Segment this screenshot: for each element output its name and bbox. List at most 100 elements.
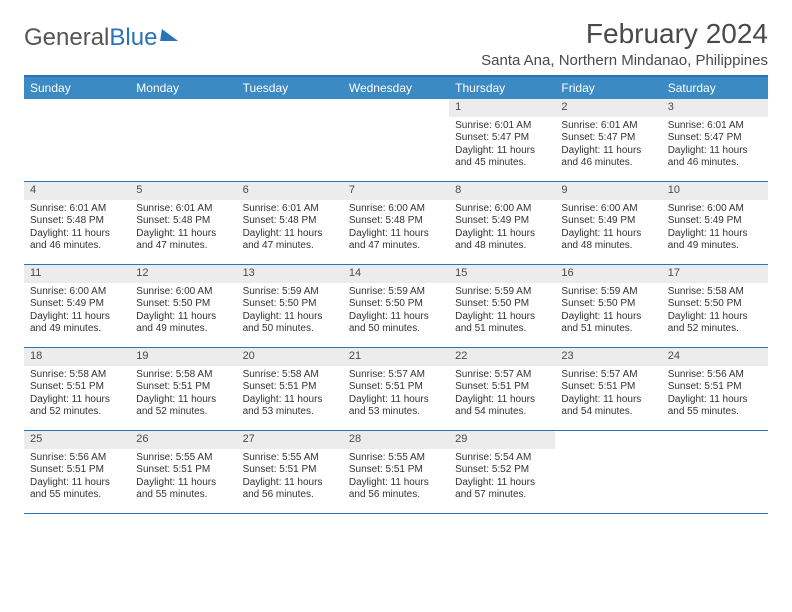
day-number: 28 bbox=[343, 431, 449, 449]
sunrise-text: Sunrise: 5:56 AM bbox=[30, 452, 124, 465]
sunset-text: Sunset: 5:47 PM bbox=[561, 132, 655, 145]
day-cell: 9Sunrise: 6:00 AMSunset: 5:49 PMDaylight… bbox=[555, 182, 661, 264]
week-row: 11Sunrise: 6:00 AMSunset: 5:49 PMDayligh… bbox=[24, 265, 768, 348]
calendar: Sunday Monday Tuesday Wednesday Thursday… bbox=[24, 75, 768, 514]
day-body: Sunrise: 5:58 AMSunset: 5:51 PMDaylight:… bbox=[130, 366, 236, 425]
day-body: Sunrise: 5:59 AMSunset: 5:50 PMDaylight:… bbox=[449, 283, 555, 342]
week-row: 25Sunrise: 5:56 AMSunset: 5:51 PMDayligh… bbox=[24, 431, 768, 514]
day-number: 4 bbox=[24, 182, 130, 200]
day-body: Sunrise: 5:59 AMSunset: 5:50 PMDaylight:… bbox=[237, 283, 343, 342]
day-number: 25 bbox=[24, 431, 130, 449]
day-header: Saturday bbox=[662, 77, 768, 99]
day-number: 2 bbox=[555, 99, 661, 117]
day-body: Sunrise: 6:00 AMSunset: 5:48 PMDaylight:… bbox=[343, 200, 449, 259]
daylight-text: Daylight: 11 hours and 52 minutes. bbox=[668, 311, 762, 336]
daylight-text: Daylight: 11 hours and 46 minutes. bbox=[30, 228, 124, 253]
sunset-text: Sunset: 5:51 PM bbox=[30, 464, 124, 477]
day-body: Sunrise: 5:55 AMSunset: 5:51 PMDaylight:… bbox=[237, 449, 343, 508]
day-number: 17 bbox=[662, 265, 768, 283]
sunset-text: Sunset: 5:50 PM bbox=[668, 298, 762, 311]
day-number: 19 bbox=[130, 348, 236, 366]
sunrise-text: Sunrise: 6:00 AM bbox=[136, 286, 230, 299]
day-number: 8 bbox=[449, 182, 555, 200]
day-cell: 7Sunrise: 6:00 AMSunset: 5:48 PMDaylight… bbox=[343, 182, 449, 264]
day-number: 14 bbox=[343, 265, 449, 283]
sunset-text: Sunset: 5:51 PM bbox=[136, 381, 230, 394]
logo: GeneralBlue bbox=[24, 24, 179, 52]
daylight-text: Daylight: 11 hours and 49 minutes. bbox=[668, 228, 762, 253]
day-number: 21 bbox=[343, 348, 449, 366]
sunrise-text: Sunrise: 5:56 AM bbox=[668, 369, 762, 382]
day-cell bbox=[555, 431, 661, 513]
sunrise-text: Sunrise: 5:57 AM bbox=[455, 369, 549, 382]
sunrise-text: Sunrise: 6:00 AM bbox=[349, 203, 443, 216]
day-number: 6 bbox=[237, 182, 343, 200]
day-header: Tuesday bbox=[237, 77, 343, 99]
location-subtitle: Santa Ana, Northern Mindanao, Philippine… bbox=[481, 52, 768, 69]
day-cell: 3Sunrise: 6:01 AMSunset: 5:47 PMDaylight… bbox=[662, 99, 768, 181]
day-cell bbox=[343, 99, 449, 181]
week-row: 18Sunrise: 5:58 AMSunset: 5:51 PMDayligh… bbox=[24, 348, 768, 431]
day-number: 11 bbox=[24, 265, 130, 283]
day-number: 26 bbox=[130, 431, 236, 449]
day-cell: 23Sunrise: 5:57 AMSunset: 5:51 PMDayligh… bbox=[555, 348, 661, 430]
day-cell: 1Sunrise: 6:01 AMSunset: 5:47 PMDaylight… bbox=[449, 99, 555, 181]
sunrise-text: Sunrise: 5:55 AM bbox=[243, 452, 337, 465]
day-cell: 18Sunrise: 5:58 AMSunset: 5:51 PMDayligh… bbox=[24, 348, 130, 430]
day-cell: 19Sunrise: 5:58 AMSunset: 5:51 PMDayligh… bbox=[130, 348, 236, 430]
day-body: Sunrise: 5:55 AMSunset: 5:51 PMDaylight:… bbox=[130, 449, 236, 508]
sunset-text: Sunset: 5:48 PM bbox=[243, 215, 337, 228]
day-number: 5 bbox=[130, 182, 236, 200]
sunset-text: Sunset: 5:51 PM bbox=[243, 464, 337, 477]
header: GeneralBlue February 2024 Santa Ana, Nor… bbox=[24, 18, 768, 69]
weeks-container: 1Sunrise: 6:01 AMSunset: 5:47 PMDaylight… bbox=[24, 99, 768, 514]
daylight-text: Daylight: 11 hours and 45 minutes. bbox=[455, 145, 549, 170]
daylight-text: Daylight: 11 hours and 48 minutes. bbox=[455, 228, 549, 253]
sunset-text: Sunset: 5:48 PM bbox=[136, 215, 230, 228]
sunrise-text: Sunrise: 6:00 AM bbox=[668, 203, 762, 216]
day-cell: 26Sunrise: 5:55 AMSunset: 5:51 PMDayligh… bbox=[130, 431, 236, 513]
daylight-text: Daylight: 11 hours and 51 minutes. bbox=[561, 311, 655, 336]
sunset-text: Sunset: 5:50 PM bbox=[243, 298, 337, 311]
day-number: 22 bbox=[449, 348, 555, 366]
day-cell: 14Sunrise: 5:59 AMSunset: 5:50 PMDayligh… bbox=[343, 265, 449, 347]
sunrise-text: Sunrise: 6:01 AM bbox=[455, 120, 549, 133]
day-body: Sunrise: 5:57 AMSunset: 5:51 PMDaylight:… bbox=[449, 366, 555, 425]
day-cell: 28Sunrise: 5:55 AMSunset: 5:51 PMDayligh… bbox=[343, 431, 449, 513]
day-number: 10 bbox=[662, 182, 768, 200]
day-body: Sunrise: 6:01 AMSunset: 5:47 PMDaylight:… bbox=[449, 117, 555, 176]
day-cell: 25Sunrise: 5:56 AMSunset: 5:51 PMDayligh… bbox=[24, 431, 130, 513]
daylight-text: Daylight: 11 hours and 49 minutes. bbox=[136, 311, 230, 336]
sunset-text: Sunset: 5:47 PM bbox=[455, 132, 549, 145]
day-body: Sunrise: 5:56 AMSunset: 5:51 PMDaylight:… bbox=[662, 366, 768, 425]
sunset-text: Sunset: 5:47 PM bbox=[668, 132, 762, 145]
daylight-text: Daylight: 11 hours and 54 minutes. bbox=[455, 394, 549, 419]
sunrise-text: Sunrise: 5:57 AM bbox=[561, 369, 655, 382]
daylight-text: Daylight: 11 hours and 55 minutes. bbox=[136, 477, 230, 502]
day-cell: 15Sunrise: 5:59 AMSunset: 5:50 PMDayligh… bbox=[449, 265, 555, 347]
sunrise-text: Sunrise: 5:57 AM bbox=[349, 369, 443, 382]
day-body: Sunrise: 5:58 AMSunset: 5:51 PMDaylight:… bbox=[24, 366, 130, 425]
daylight-text: Daylight: 11 hours and 47 minutes. bbox=[243, 228, 337, 253]
sunset-text: Sunset: 5:51 PM bbox=[561, 381, 655, 394]
day-cell: 21Sunrise: 5:57 AMSunset: 5:51 PMDayligh… bbox=[343, 348, 449, 430]
day-number: 15 bbox=[449, 265, 555, 283]
sunset-text: Sunset: 5:49 PM bbox=[455, 215, 549, 228]
sunset-text: Sunset: 5:49 PM bbox=[561, 215, 655, 228]
day-cell: 27Sunrise: 5:55 AMSunset: 5:51 PMDayligh… bbox=[237, 431, 343, 513]
day-body: Sunrise: 5:59 AMSunset: 5:50 PMDaylight:… bbox=[555, 283, 661, 342]
day-number: 3 bbox=[662, 99, 768, 117]
sunset-text: Sunset: 5:51 PM bbox=[668, 381, 762, 394]
sunset-text: Sunset: 5:48 PM bbox=[349, 215, 443, 228]
daylight-text: Daylight: 11 hours and 56 minutes. bbox=[243, 477, 337, 502]
sunrise-text: Sunrise: 5:59 AM bbox=[455, 286, 549, 299]
day-cell bbox=[662, 431, 768, 513]
sunset-text: Sunset: 5:48 PM bbox=[30, 215, 124, 228]
daylight-text: Daylight: 11 hours and 52 minutes. bbox=[30, 394, 124, 419]
sunset-text: Sunset: 5:50 PM bbox=[136, 298, 230, 311]
day-number: 12 bbox=[130, 265, 236, 283]
day-body: Sunrise: 6:01 AMSunset: 5:47 PMDaylight:… bbox=[662, 117, 768, 176]
day-number: 13 bbox=[237, 265, 343, 283]
day-cell: 6Sunrise: 6:01 AMSunset: 5:48 PMDaylight… bbox=[237, 182, 343, 264]
day-header: Sunday bbox=[24, 77, 130, 99]
